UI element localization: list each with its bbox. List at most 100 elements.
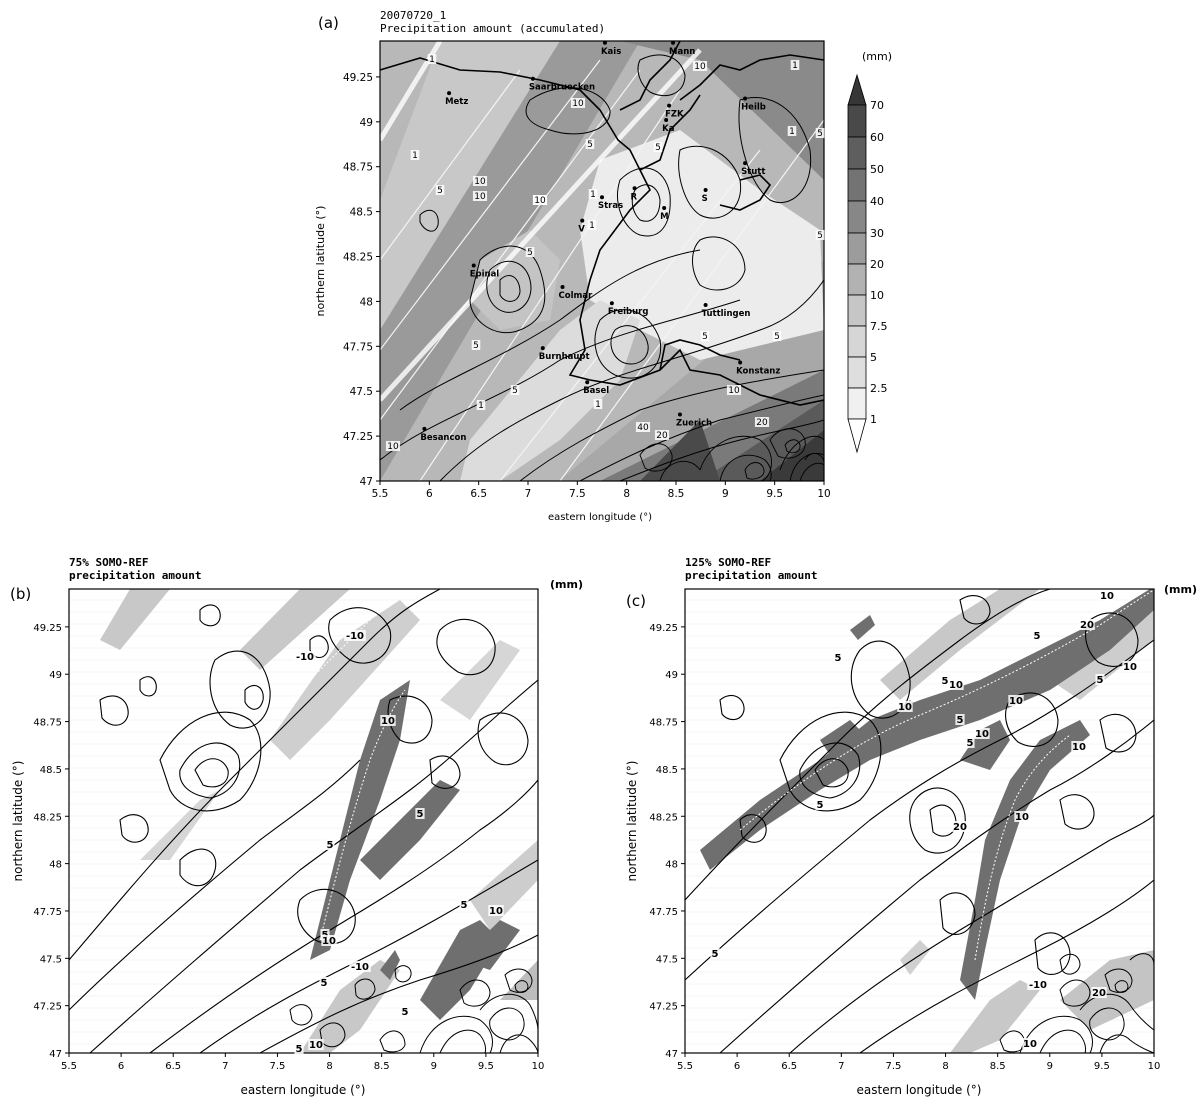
contour-label-bg bbox=[1032, 630, 1042, 641]
y-tick-label: 47 bbox=[360, 476, 373, 488]
contour-label-bg bbox=[1099, 590, 1115, 601]
panel-b-label: (b) bbox=[10, 585, 32, 603]
contour-label: 10 bbox=[898, 702, 912, 713]
x-axis-label: eastern longitude (°) bbox=[241, 1083, 366, 1097]
city-marker bbox=[743, 161, 748, 166]
contour-label: 20 bbox=[1092, 988, 1106, 999]
contour-label-bg bbox=[1014, 811, 1030, 822]
contour-label: 5 bbox=[473, 341, 479, 351]
city-label: Metz bbox=[445, 97, 468, 107]
contour-label-bg bbox=[471, 340, 481, 350]
city-marker bbox=[540, 346, 545, 351]
x-tick-label: 6.5 bbox=[781, 1061, 797, 1072]
contour-label: 5 bbox=[587, 140, 593, 150]
x-tick-label: 9.5 bbox=[766, 488, 783, 500]
x-tick-label: 6.5 bbox=[165, 1061, 181, 1072]
contour-label: 40 bbox=[637, 423, 649, 433]
y-tick-label: 47 bbox=[665, 1049, 678, 1060]
contour-label-bg bbox=[790, 60, 800, 70]
contour-label: 10 bbox=[1100, 591, 1114, 602]
contour-label: 10 bbox=[309, 1040, 323, 1051]
contour-label-bg bbox=[593, 399, 603, 409]
panel-b-unit: (mm) bbox=[550, 578, 583, 591]
contour-label: 5 bbox=[817, 800, 824, 811]
panel-a-axes: 5.5 6 6.5 7 7.5 8 8.5 9 9.5 10 47 47.25 47.5 47.75 48 4… bbox=[314, 72, 831, 523]
contour-label: 5 bbox=[402, 1007, 409, 1018]
panel-c-label: (c) bbox=[626, 592, 646, 610]
city-marker bbox=[677, 412, 682, 417]
contour-label: 10 bbox=[975, 729, 989, 740]
contour-label-bg bbox=[380, 715, 396, 726]
contour-label-bg bbox=[415, 808, 425, 819]
contour-label-bg bbox=[321, 935, 337, 946]
colorbar-tick-label: 40 bbox=[870, 195, 884, 208]
colorbar-tick-label: 5 bbox=[870, 351, 877, 364]
contour-label-bg bbox=[653, 142, 663, 152]
panel-b-shading bbox=[69, 589, 538, 1053]
contour-label-bg bbox=[772, 331, 782, 341]
contour-label: -10 bbox=[296, 652, 314, 663]
contour-label-bg bbox=[1122, 661, 1138, 672]
x-tick-label: 7.5 bbox=[569, 488, 586, 500]
x-tick-label: 7 bbox=[222, 1061, 228, 1072]
contour-label-bg bbox=[1079, 619, 1095, 630]
contour-label: 10 bbox=[381, 716, 395, 727]
panel-c-unit: (mm) bbox=[1164, 583, 1197, 596]
city-label: Colmar bbox=[559, 291, 594, 301]
city-marker bbox=[738, 360, 743, 365]
city-label: Stutt bbox=[741, 167, 765, 177]
y-tick-label: 47 bbox=[49, 1049, 62, 1060]
contour-label: 5 bbox=[774, 332, 780, 342]
colorbar-tick-label: 20 bbox=[870, 258, 884, 271]
contour-label-bg bbox=[588, 189, 598, 199]
y-tick-label: 49 bbox=[665, 670, 678, 681]
panel-a-title-1: 20070720_1 bbox=[380, 9, 447, 22]
contour-label: -10 bbox=[346, 631, 364, 642]
city-marker bbox=[664, 118, 669, 123]
y-tick-label: 47.5 bbox=[40, 954, 62, 965]
x-tick-label: 8 bbox=[942, 1061, 948, 1072]
x-tick-label: 9 bbox=[1047, 1061, 1053, 1072]
city-label: Saarbruecken bbox=[529, 83, 595, 93]
city-marker bbox=[447, 91, 452, 96]
contour-label: 20 bbox=[1080, 620, 1094, 631]
x-tick-label: 9.5 bbox=[1094, 1061, 1110, 1072]
contour-label: -10 bbox=[351, 962, 369, 973]
contour-label-bg bbox=[726, 385, 742, 395]
contour-label-bg bbox=[1071, 741, 1087, 752]
x-tick-label: 6.5 bbox=[470, 488, 487, 500]
panel-b-title-2: precipitation amount bbox=[69, 569, 202, 582]
contour-label-bg bbox=[435, 185, 445, 195]
contour-label-bg bbox=[585, 139, 595, 149]
x-tick-label: 8 bbox=[623, 488, 630, 500]
city-marker bbox=[422, 426, 427, 431]
contour-label: 20 bbox=[656, 431, 668, 441]
x-tick-label: 6 bbox=[118, 1061, 124, 1072]
x-tick-label: 9 bbox=[431, 1061, 437, 1072]
x-tick-label: 9 bbox=[722, 488, 729, 500]
contour-label: 1 bbox=[792, 61, 798, 71]
y-tick-label: 48.75 bbox=[33, 718, 62, 729]
x-axis-label: eastern longitude (°) bbox=[548, 512, 652, 523]
contour-label-bg bbox=[510, 385, 520, 395]
y-tick-label: 49 bbox=[360, 117, 373, 129]
contour-label: 10 bbox=[1072, 742, 1086, 753]
colorbar-tick-label: 2.5 bbox=[870, 382, 888, 395]
contour-label-bg bbox=[294, 1043, 304, 1054]
contour-label: 1 bbox=[589, 221, 595, 231]
city-marker bbox=[600, 195, 604, 200]
contour-label: 1 bbox=[595, 400, 601, 410]
contour-label: 10 bbox=[322, 936, 336, 947]
city-label: Burnhaupt bbox=[539, 352, 590, 362]
city-label: V bbox=[578, 225, 585, 235]
contour-label-bg bbox=[427, 54, 437, 64]
x-tick-label: 7 bbox=[525, 488, 532, 500]
colorbar-tick-label: 70 bbox=[870, 99, 884, 112]
contour-label-bg bbox=[587, 220, 597, 230]
y-tick-label: 48.5 bbox=[40, 765, 62, 776]
contour-label: 5 bbox=[527, 248, 533, 258]
contour-label: 1 bbox=[789, 127, 795, 137]
contour-label: 10 bbox=[1023, 1039, 1037, 1050]
city-label: Besancon bbox=[420, 433, 466, 443]
